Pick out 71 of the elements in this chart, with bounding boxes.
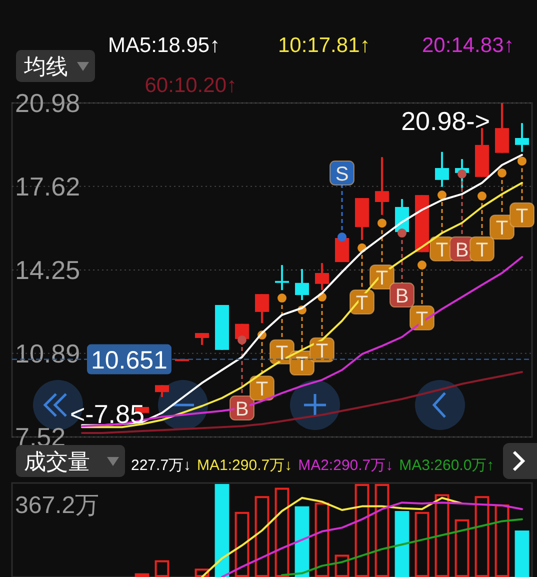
data-label: S [335,163,349,186]
point [378,218,386,228]
point [458,169,466,178]
text: 10:17.81↑ [278,34,370,57]
data-label: T [316,340,328,362]
data-label: T [516,205,528,228]
text: 20:14.83↑ [422,34,514,57]
candlestick [375,156,389,216]
text: MA5:18.95↑ [108,34,220,57]
data-label: T [476,239,488,262]
bar [394,510,410,577]
data-label: T [356,292,368,315]
bar [474,496,490,577]
bar [294,506,310,577]
bar [494,504,510,577]
bar [374,484,390,577]
point [418,260,426,270]
series-label: 227.7万↓ [131,457,192,474]
candlestick [255,293,269,324]
legend-button: 成交量 [16,445,125,477]
legend-title: 均线 [23,54,68,79]
y-tick-label: 17.62 [15,171,80,202]
candlestick [195,332,209,346]
annotation: 367.2万 [15,492,100,519]
candlestick [275,264,289,292]
data-label: T [296,354,308,376]
candlestick [295,268,309,302]
series-label: MA2:290.7万↓ [298,457,394,474]
bar [354,484,370,577]
point [398,228,406,238]
bar [154,560,170,577]
data-label: T [276,342,288,364]
annotation: 20.98-> [401,106,490,136]
data-label: T [256,378,268,401]
point [338,232,346,242]
candlestick [315,262,329,292]
bar [434,494,450,577]
y-tick-label: 20.98 [15,88,80,118]
text: 60:10.20↑ [144,74,237,97]
data-label: B [395,286,409,308]
bar [274,488,290,577]
annotation: <-7.85 [70,399,144,429]
point [498,168,506,178]
data-label: T [376,267,388,290]
bar [334,554,350,577]
point [518,156,526,166]
point [438,190,446,200]
candlestick [155,384,169,398]
bar [514,530,530,577]
data-label: B [455,239,469,262]
bar [254,496,270,577]
series-label: MA1:290.7万↓ [197,457,292,474]
data-label: T [436,239,448,262]
point [478,192,486,201]
bar [214,484,230,577]
candlestick [515,122,529,153]
point [238,335,246,344]
bar [314,502,330,577]
point [278,294,286,303]
bar [134,573,150,577]
ref-line-label: 10.651 [91,346,168,374]
bar [454,519,470,577]
legend-button: 均线 [16,50,95,82]
candlestick [435,150,449,188]
bar [414,512,430,577]
data-label: T [496,218,508,240]
legend-title: 成交量 [24,449,90,474]
text: MA3:260.0万↑ [399,457,494,474]
bar [234,512,250,577]
y-tick-label: 14.25 [15,255,80,285]
bar [194,568,210,577]
